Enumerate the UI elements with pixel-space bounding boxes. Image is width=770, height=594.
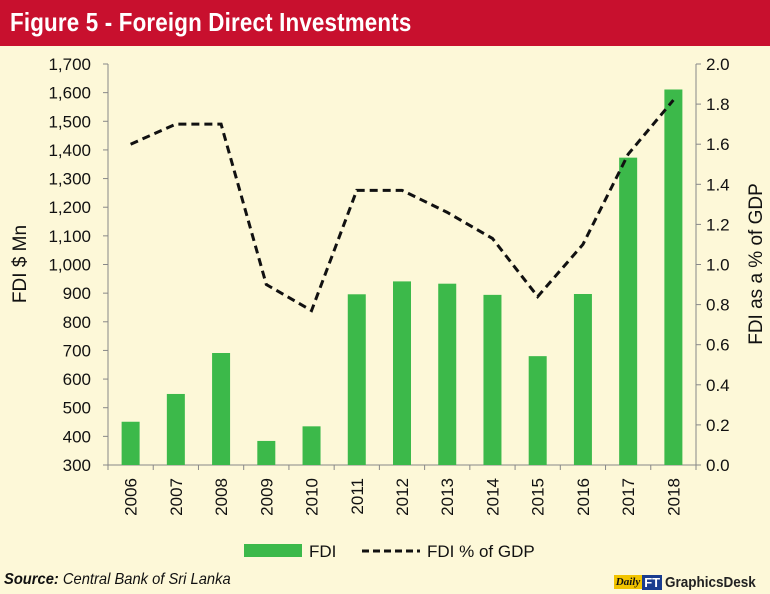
x-tick-label: 2018 xyxy=(664,478,683,516)
y-tick-label-left: 400 xyxy=(63,427,91,446)
y-axis-title-left: FDI $ Mn xyxy=(10,225,31,303)
graphicsdesk-logo: Daily FT GraphicsDesk xyxy=(613,572,766,592)
x-tick-label: 2009 xyxy=(257,478,276,516)
bar-fdi-2014 xyxy=(483,294,502,465)
legend-swatch-fdi xyxy=(244,544,302,557)
y-tick-label-right: 1.8 xyxy=(706,95,730,114)
legend-label-fdi-pct-gdp: FDI % of GDP xyxy=(427,542,535,561)
logo-ft-text: FT xyxy=(642,574,663,590)
x-tick-label: 2017 xyxy=(619,478,638,516)
line-series-fdi-pct-gdp xyxy=(130,99,675,313)
y-tick-label-left: 1,000 xyxy=(48,256,91,275)
x-tick-label: 2010 xyxy=(303,478,322,516)
bar-fdi-2016 xyxy=(573,294,592,465)
source-label: Source: xyxy=(4,571,59,588)
legend: FDI FDI % of GDP xyxy=(244,542,535,561)
y-tick-label-right: 0.8 xyxy=(706,296,730,315)
x-tick-label: 2014 xyxy=(483,478,502,516)
x-tick-label: 2016 xyxy=(574,478,593,516)
y-tick-label-left: 1,200 xyxy=(48,198,91,217)
x-tick-label: 2015 xyxy=(529,478,548,516)
chart-area: 300 400 500 600 700 800 900 1,000 1,100 1,200 1,30… xyxy=(10,55,767,561)
bar-fdi-2017 xyxy=(619,157,638,465)
y-tick-label-left: 1,700 xyxy=(48,55,91,74)
bar-fdi-2015 xyxy=(528,356,547,465)
tick-labels: 300 400 500 600 700 800 900 1,000 1,100 1,200 1,30… xyxy=(48,55,729,516)
bar-fdi-2009 xyxy=(257,440,276,465)
y-tick-label-right: 1.6 xyxy=(706,135,730,154)
y-tick-label-right: 0.4 xyxy=(706,376,730,395)
y-tick-label-left: 800 xyxy=(63,313,91,332)
y-tick-label-left: 500 xyxy=(63,399,91,418)
y-tick-label-right: 0.2 xyxy=(706,416,730,435)
logo-daily-text: Daily xyxy=(613,575,643,589)
bar-fdi-2012 xyxy=(393,281,411,465)
y-axis-title-right: FDI as a % of GDP xyxy=(746,183,767,345)
source-note: Source: Central Bank of Sri Lanka xyxy=(4,571,231,589)
y-tick-label-left: 600 xyxy=(63,370,91,389)
bar-series-fdi xyxy=(121,89,683,466)
chart-title: Figure 5 - Foreign Direct Investments xyxy=(10,7,412,37)
y-tick-label-right: 1.2 xyxy=(706,215,730,234)
y-tick-label-left: 900 xyxy=(63,284,91,303)
bar-fdi-2011 xyxy=(347,294,366,465)
y-tick-label-left: 1,100 xyxy=(48,227,91,246)
y-tick-label-left: 700 xyxy=(63,341,91,360)
legend-label-fdi: FDI xyxy=(309,542,336,561)
bar-fdi-2007 xyxy=(166,393,185,465)
source-text: Central Bank of Sri Lanka xyxy=(62,571,231,588)
bar-fdi-2008 xyxy=(212,353,231,465)
y-tick-label-left: 1,600 xyxy=(48,84,91,103)
x-tick-label: 2006 xyxy=(122,478,141,516)
y-tick-label-right: 1.0 xyxy=(706,256,730,275)
x-tick-label: 2008 xyxy=(212,478,231,516)
bar-fdi-2013 xyxy=(438,283,457,465)
y-tick-label-left: 300 xyxy=(63,456,91,475)
line-fdi-pct-gdp xyxy=(130,99,675,313)
bar-fdi-2006 xyxy=(121,421,140,465)
bar-fdi-2018 xyxy=(664,89,683,466)
logo-graphicsdesk-text: GraphicsDesk xyxy=(665,573,756,591)
x-tick-label: 2012 xyxy=(393,478,412,516)
y-tick-label-left: 1,500 xyxy=(48,112,91,131)
y-tick-label-left: 1,400 xyxy=(48,141,91,160)
y-tick-label-right: 0.6 xyxy=(706,336,730,355)
y-tick-label-right: 0.0 xyxy=(706,456,730,475)
title-banner: Figure 5 - Foreign Direct Investments xyxy=(0,0,770,46)
x-tick-label: 2007 xyxy=(167,478,186,516)
y-tick-label-left: 1,300 xyxy=(48,170,91,189)
y-tick-label-right: 2.0 xyxy=(706,55,730,74)
bar-fdi-2010 xyxy=(302,426,321,465)
y-tick-label-right: 1.4 xyxy=(706,175,730,194)
x-tick-label: 2011 xyxy=(348,478,367,515)
x-tick-label: 2013 xyxy=(438,478,457,516)
